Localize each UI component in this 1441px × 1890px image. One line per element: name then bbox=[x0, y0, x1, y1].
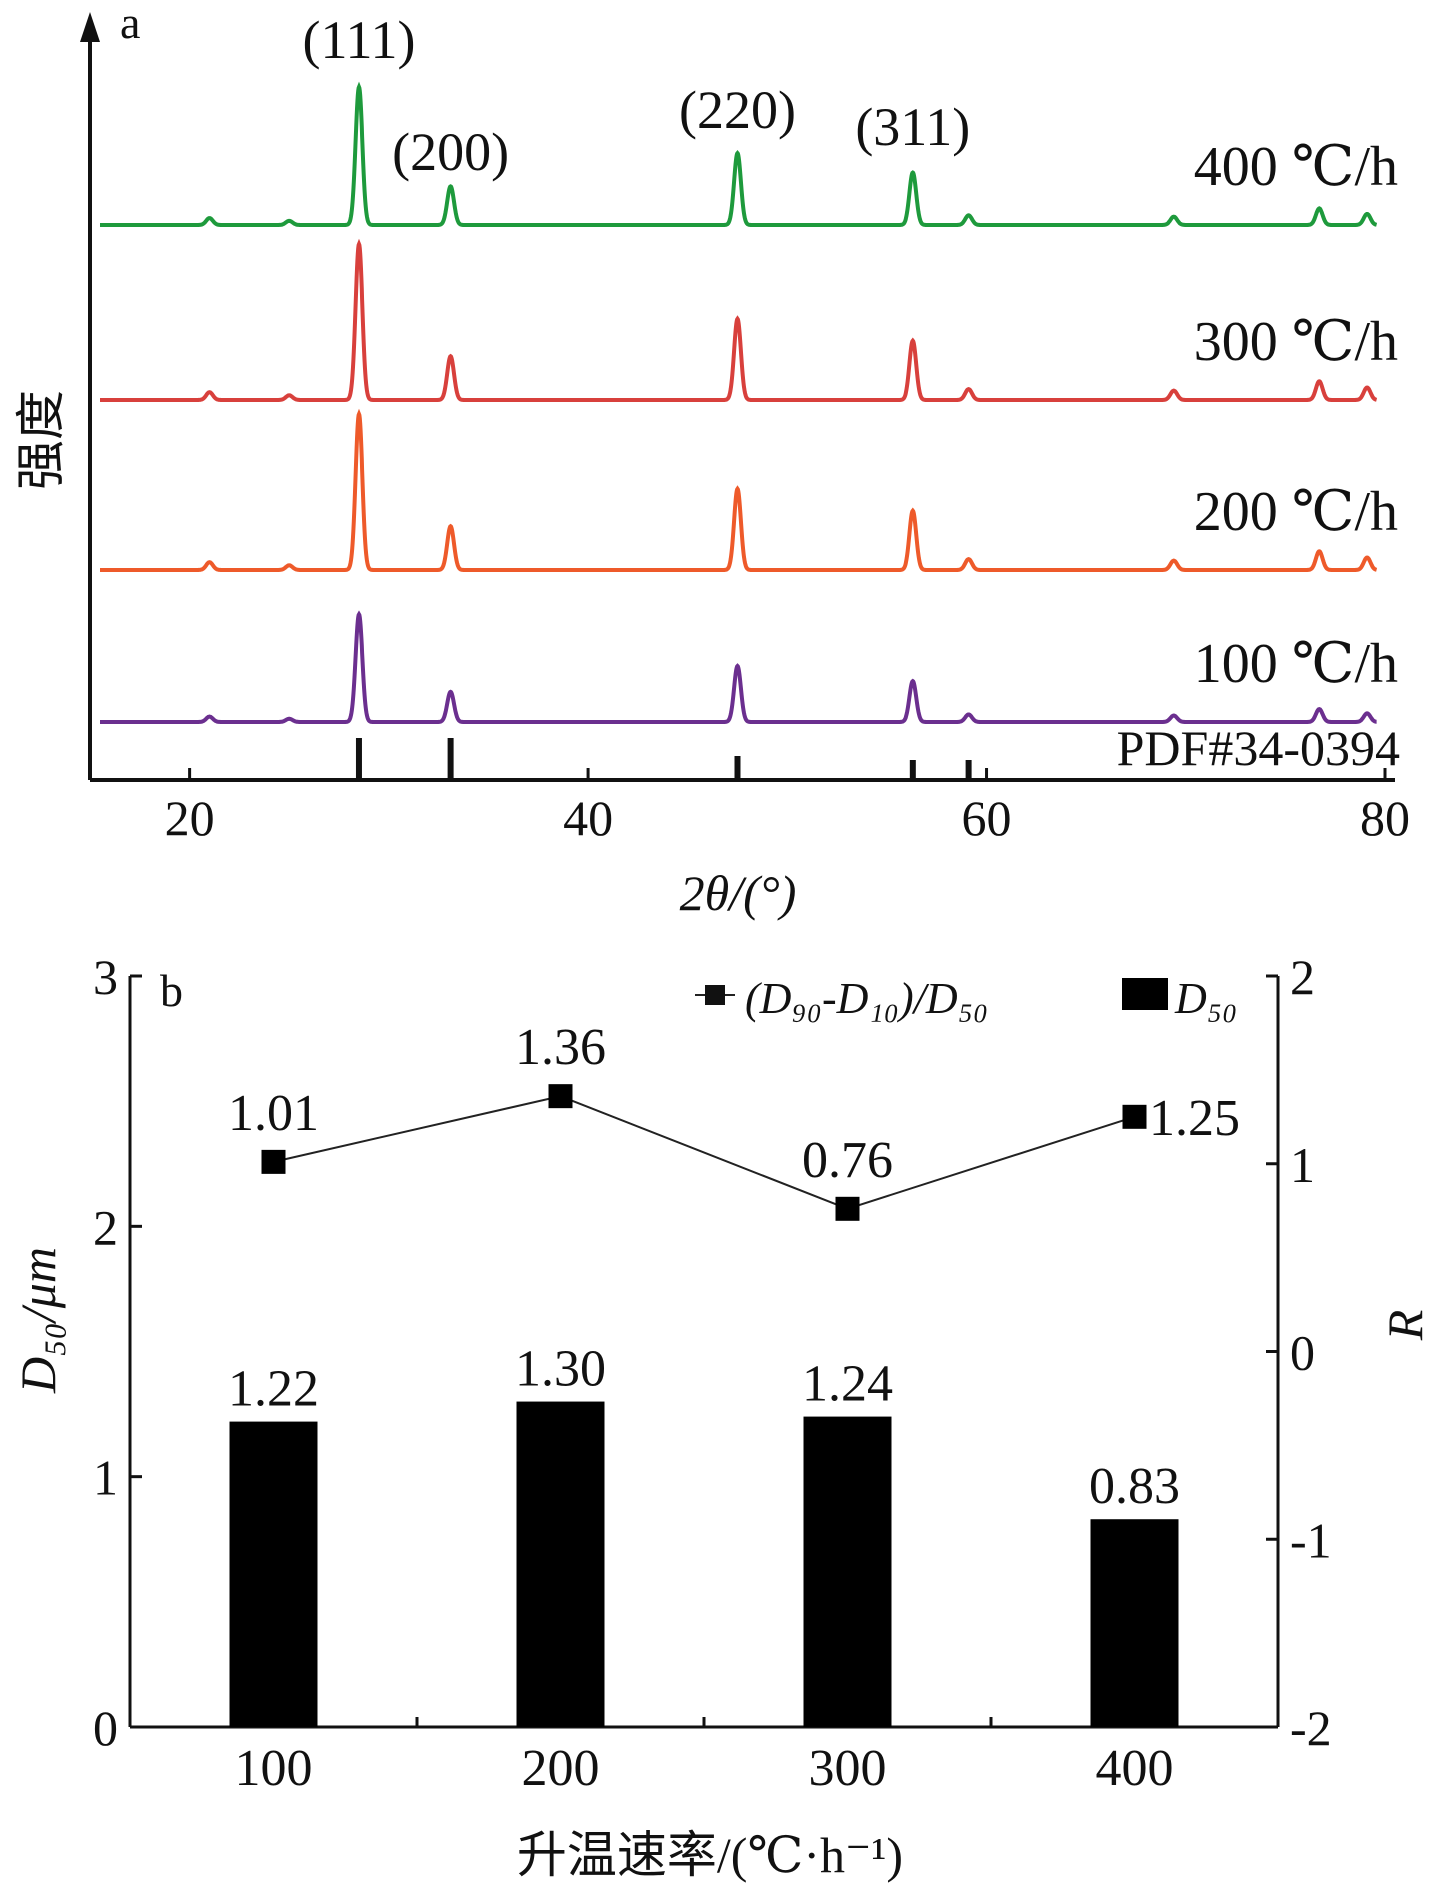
panel-b-left-tick-label: 1 bbox=[93, 1450, 118, 1506]
panel-b-bar-line: b 0 1 2 3 -2 -1 0 1 2 1.22 1.30 1.24 0.83 1.01 1.36… bbox=[10, 949, 1433, 1883]
xrd-curve-4 bbox=[100, 610, 1377, 724]
d50-bar bbox=[516, 1401, 605, 1727]
panel-a-x-tick-label: 60 bbox=[962, 790, 1012, 846]
ratio-label: 0.76 bbox=[802, 1132, 893, 1189]
panel-b-right-tick-label: 2 bbox=[1290, 949, 1315, 1005]
panel-a-label: a bbox=[120, 0, 140, 48]
peak-label: (311) bbox=[855, 97, 970, 157]
panel-b-ratio-line: 1.01 1.36 0.76 1.25 bbox=[228, 1019, 1240, 1221]
legend-line-marker bbox=[705, 985, 725, 1005]
panel-b-label: b bbox=[160, 965, 183, 1016]
panel-b-x-ticks: 100 200 300 400 bbox=[128, 1717, 1174, 1797]
xrd-series-label: 200 ℃/h bbox=[1194, 481, 1398, 543]
panel-a-x-ticks: 20 40 60 80 bbox=[165, 768, 1410, 846]
d50-bar-label: 1.22 bbox=[228, 1361, 319, 1418]
ratio-marker bbox=[548, 1084, 573, 1109]
panel-b-x-tick-label: 300 bbox=[809, 1740, 887, 1797]
panel-b-left-tick-label: 0 bbox=[93, 1700, 118, 1756]
panel-a-x-tick-label: 40 bbox=[563, 790, 613, 846]
panel-a-y-axis-arrow bbox=[80, 12, 100, 42]
xrd-series-label: 100 ℃/h bbox=[1194, 633, 1398, 695]
panel-b-legend: (D₉₀-D₁₀)/D₅₀ D₅₀ bbox=[695, 974, 1237, 1023]
panel-b-right-ticks: -2 -1 0 1 2 bbox=[1266, 949, 1332, 1756]
panel-a-y-label: 强度 bbox=[13, 390, 69, 490]
reference-label: PDF#34-0394 bbox=[1117, 720, 1400, 776]
panel-b-right-tick-label: 0 bbox=[1290, 1325, 1315, 1381]
panel-b-x-label: 升温速率/(℃·h⁻¹) bbox=[517, 1827, 903, 1883]
panel-a-x-tick-label: 20 bbox=[165, 790, 215, 846]
xrd-curve-1 bbox=[100, 81, 1378, 227]
panel-a-peak-labels: (111) (200) (220) (311) bbox=[302, 10, 970, 182]
ratio-marker bbox=[1122, 1104, 1147, 1129]
peak-label: (111) bbox=[302, 10, 415, 70]
panel-b-right-tick-label: -1 bbox=[1290, 1512, 1332, 1568]
xrd-curve-3 bbox=[100, 408, 1378, 572]
peak-label: (200) bbox=[392, 122, 509, 182]
panel-a-x-label: 2θ/(°) bbox=[680, 865, 797, 921]
legend-bar-label: D₅₀ bbox=[1174, 974, 1237, 1023]
panel-b-right-tick-label: -2 bbox=[1290, 1700, 1332, 1756]
panel-b-x-tick-label: 400 bbox=[1096, 1740, 1174, 1797]
panel-b-left-ticks: 0 1 2 3 bbox=[93, 949, 142, 1756]
panel-a-reference: PDF#34-0394 bbox=[355, 720, 1400, 778]
legend-line-label: (D₉₀-D₁₀)/D₅₀ bbox=[745, 974, 988, 1023]
d50-bar-label: 0.83 bbox=[1089, 1458, 1180, 1515]
panel-b-bars: 1.22 1.30 1.24 0.83 bbox=[228, 1341, 1180, 1727]
ratio-polyline bbox=[273, 1095, 1135, 1210]
ratio-marker bbox=[261, 1149, 286, 1174]
d50-bar-label: 1.24 bbox=[802, 1356, 893, 1413]
d50-bar-label: 1.30 bbox=[515, 1341, 606, 1398]
d50-bar bbox=[803, 1416, 892, 1727]
panel-a-curves: 400 ℃/h 300 ℃/h 200 ℃/h 100 ℃/h bbox=[100, 81, 1398, 724]
ratio-marker bbox=[835, 1196, 860, 1221]
ratio-label: 1.01 bbox=[228, 1085, 319, 1142]
d50-bar bbox=[1090, 1519, 1179, 1727]
ratio-label: 1.36 bbox=[515, 1019, 606, 1076]
ratio-label: 1.25 bbox=[1149, 1090, 1240, 1147]
peak-label: (220) bbox=[679, 80, 796, 140]
xrd-curve-2 bbox=[100, 238, 1378, 402]
panel-b-right-tick-label: 1 bbox=[1290, 1137, 1315, 1193]
legend-bar-swatch bbox=[1122, 978, 1168, 1010]
panel-b-x-tick-label: 100 bbox=[235, 1740, 313, 1797]
panel-b-x-tick-label: 200 bbox=[522, 1740, 600, 1797]
d50-bar bbox=[229, 1421, 318, 1727]
panel-a-x-tick-label: 80 bbox=[1360, 790, 1410, 846]
panel-b-y2-label: R bbox=[1377, 1310, 1433, 1342]
panel-b-y-label: D₅₀/μm bbox=[10, 1247, 66, 1394]
panel-b-left-tick-label: 3 bbox=[93, 949, 118, 1005]
panel-b-left-tick-label: 2 bbox=[93, 1199, 118, 1255]
xrd-series-label: 400 ℃/h bbox=[1194, 136, 1398, 198]
xrd-series-label: 300 ℃/h bbox=[1194, 311, 1398, 373]
